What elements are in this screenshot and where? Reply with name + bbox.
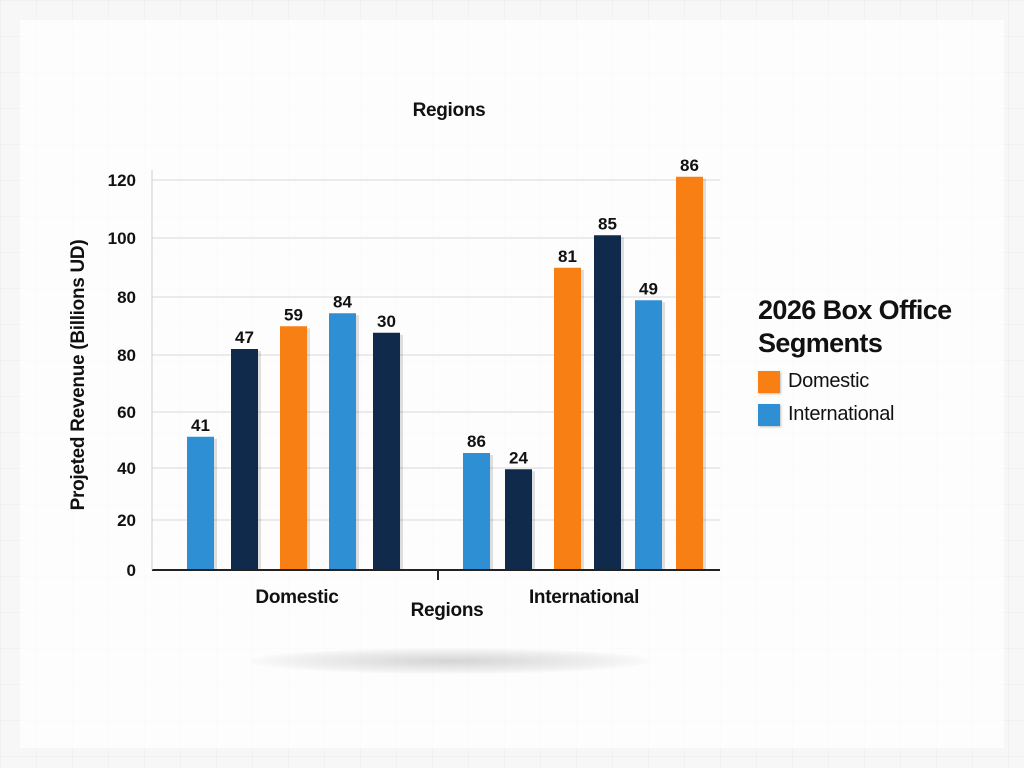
y-tick-label: 100 — [108, 229, 136, 248]
bar — [635, 300, 662, 570]
bar-value-label: 84 — [333, 292, 352, 311]
legend-label-domestic: Domestic — [788, 370, 869, 392]
chart-card — [20, 20, 1004, 748]
y-tick-label: 120 — [108, 171, 136, 190]
y-tick-label: 20 — [117, 511, 136, 530]
bars — [187, 176, 706, 570]
y-tick-label: 0 — [127, 561, 136, 580]
bar-value-label: 86 — [680, 156, 699, 175]
bar — [187, 436, 214, 570]
y-tick-label: 60 — [117, 403, 136, 422]
bar-value-label: 41 — [191, 416, 210, 435]
floor-shadow — [250, 648, 650, 674]
bar — [231, 349, 258, 570]
legend-title-line-2: Segments — [758, 328, 883, 358]
bar-value-label: 86 — [467, 432, 486, 451]
y-axis-ticks: 0 20 40 60 80 80 100 120 — [108, 171, 136, 580]
bar — [594, 235, 621, 570]
category-label-international: International — [529, 587, 639, 608]
bar — [554, 267, 581, 570]
bar — [329, 313, 356, 570]
bar-value-label: 47 — [235, 328, 254, 347]
bar — [280, 326, 307, 570]
legend-title: 2026 Box Office Segments — [758, 294, 1008, 360]
category-label-domestic: Domestic — [255, 587, 339, 608]
value-labels: 41 47 59 84 30 86 24 81 85 49 86 — [191, 156, 699, 468]
bar-value-label: 30 — [377, 312, 396, 331]
bar-value-label: 24 — [509, 448, 528, 467]
bar-value-label: 85 — [598, 214, 617, 233]
y-tick-label: 80 — [117, 288, 136, 307]
legend-swatch-international — [758, 403, 780, 426]
legend: 2026 Box Office Segments Domestic Intern… — [758, 294, 1008, 426]
x-axis-title: Regions — [411, 600, 484, 621]
legend-item-domestic: Domestic — [758, 370, 1008, 393]
legend-title-line-1: 2026 Box Office — [758, 295, 952, 325]
legend-item-international: International — [758, 403, 1008, 426]
bar — [373, 332, 400, 570]
bar — [676, 176, 703, 570]
bar — [505, 469, 532, 570]
bar-value-label: 81 — [558, 247, 577, 266]
y-tick-label: 40 — [117, 459, 136, 478]
y-tick-label: 80 — [117, 346, 136, 365]
chart-title: Regions — [413, 100, 486, 121]
y-axis-title: Projeted Revenue (Billions UD) — [68, 240, 89, 511]
legend-label-international: International — [788, 403, 895, 425]
bar-value-label: 49 — [639, 279, 658, 298]
bar-value-label: 59 — [284, 305, 303, 324]
bar — [463, 453, 490, 570]
legend-swatch-domestic — [758, 370, 780, 393]
